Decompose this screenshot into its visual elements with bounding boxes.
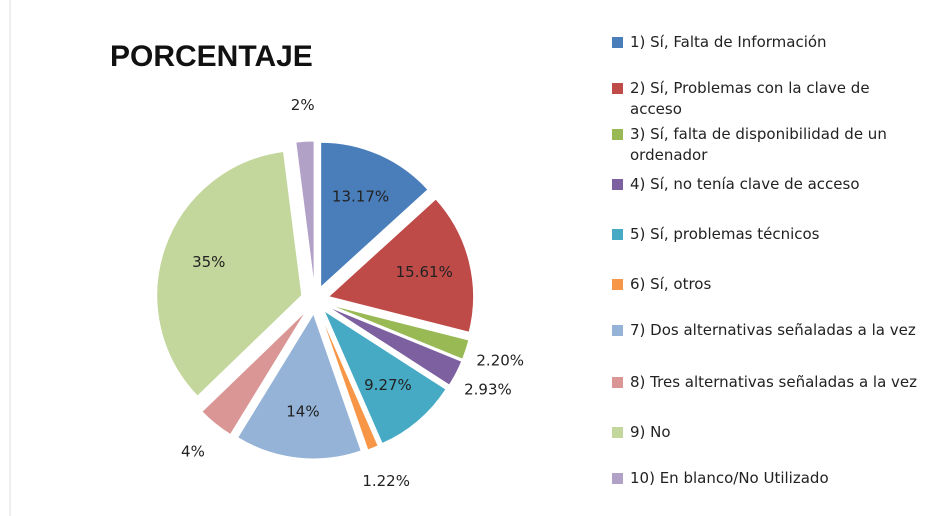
legend-label: 3) Sí, falta de disponibilidad de un ord… (630, 125, 887, 164)
pie-slice (237, 312, 362, 460)
legend-swatch (612, 325, 623, 336)
legend-label: 2) Sí, Problemas con la clave de acceso (630, 79, 870, 118)
legend-item: 1) Sí, Falta de Información (612, 32, 922, 53)
pie-slice (295, 140, 315, 287)
legend-swatch (612, 37, 623, 48)
pie-slice (327, 306, 463, 386)
pie-slice (319, 312, 379, 451)
data-label: 35% (192, 253, 225, 271)
legend-swatch (612, 179, 623, 190)
legend-item: 5) Sí, problemas técnicos (612, 224, 922, 245)
legend-label: 7) Dos alternativas señaladas a la vez (630, 321, 916, 339)
legend-swatch (612, 427, 623, 438)
legend-item: 6) Sí, otros (612, 274, 922, 295)
legend-swatch (612, 83, 623, 94)
data-label: 2.20% (476, 351, 524, 369)
legend-swatch (612, 229, 623, 240)
legend-label: 8) Tres alternativas señaladas a la vez (630, 373, 918, 391)
pie-slice (320, 141, 429, 289)
legend-label: 5) Sí, problemas técnicos (630, 225, 820, 243)
pie-slice (327, 198, 475, 333)
legend-label: 10) En blanco/No Utilizado (630, 469, 829, 487)
pie-slice (328, 303, 470, 360)
chart-title: PORCENTAJE (110, 40, 313, 73)
legend-label: 6) Sí, otros (630, 275, 712, 293)
legend-label: 9) No (630, 423, 671, 441)
data-label: 15.61% (396, 263, 453, 281)
data-label: 14% (286, 402, 319, 420)
data-label: 1.22% (362, 472, 410, 490)
legend-item: 2) Sí, Problemas con la clave de acceso (612, 78, 922, 120)
legend-label: 1) Sí, Falta de Información (630, 33, 827, 51)
data-label: 2% (291, 96, 315, 114)
legend-swatch (612, 473, 623, 484)
legend-item: 3) Sí, falta de disponibilidad de un ord… (612, 124, 922, 166)
pie-slice (322, 309, 447, 445)
legend-swatch (612, 279, 623, 290)
legend-item: 4) Sí, no tenía clave de acceso (612, 174, 922, 195)
data-label: 4% (181, 443, 205, 461)
legend-label: 4) Sí, no tenía clave de acceso (630, 175, 860, 193)
pie-slice (201, 310, 307, 436)
legend-swatch (612, 129, 623, 140)
pie-slice (156, 150, 303, 397)
legend-item: 7) Dos alternativas señaladas a la vez (612, 320, 922, 341)
legend-item: 9) No (612, 422, 922, 443)
legend-swatch (612, 377, 623, 388)
data-label: 2.93% (464, 381, 512, 399)
legend-item: 10) En blanco/No Utilizado (612, 468, 922, 489)
data-label: 13.17% (332, 188, 389, 206)
data-label: 9.27% (364, 376, 412, 394)
legend-item: 8) Tres alternativas señaladas a la vez (612, 372, 922, 393)
